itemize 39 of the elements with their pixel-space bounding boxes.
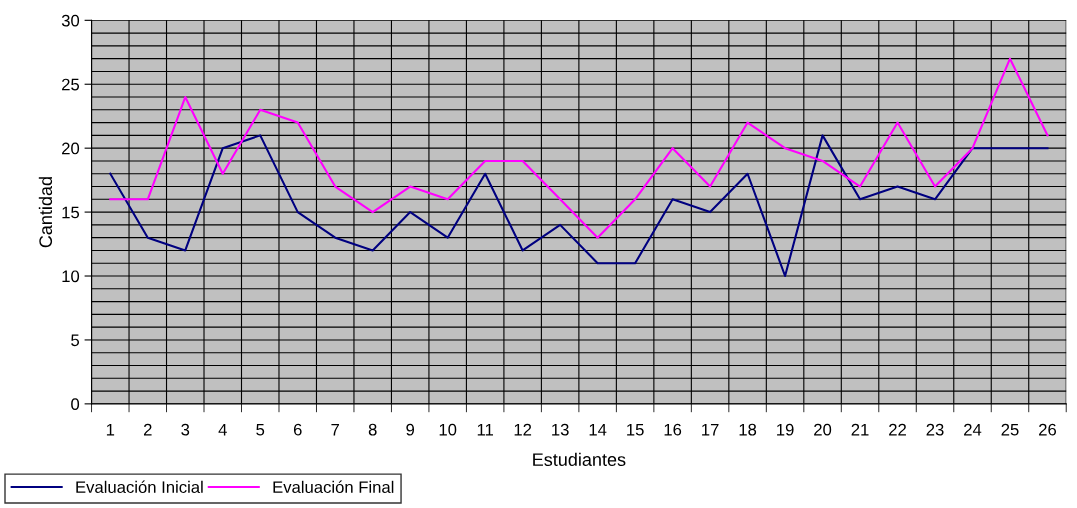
x-tick-label: 12	[514, 423, 532, 436]
y-tick-label: 15	[62, 206, 80, 219]
x-tick-label: 25	[1001, 423, 1019, 436]
x-tick-label: 5	[256, 423, 265, 436]
x-tick-label: 23	[926, 423, 944, 436]
x-tick-label: 1	[106, 423, 115, 436]
x-tick-label: 6	[293, 423, 302, 436]
y-tick-label: 10	[62, 270, 80, 283]
x-tick-label: 13	[552, 423, 569, 436]
x-tick-label: 16	[664, 423, 682, 436]
legend-label: Evaluación Inicial	[76, 480, 203, 494]
x-tick-label: 4	[218, 423, 227, 436]
y-tick-label: 0	[71, 398, 80, 411]
y-tick-label: 25	[62, 78, 80, 91]
x-tick-label: 9	[406, 423, 415, 436]
y-tick-label: 30	[61, 14, 80, 27]
x-tick-label: 11	[477, 423, 494, 436]
x-tick-label: 18	[739, 423, 757, 436]
x-tick-label: 14	[589, 423, 607, 436]
x-tick-label: 21	[851, 423, 869, 436]
x-tick-label: 8	[368, 423, 377, 436]
y-axis-title: Cantidad	[38, 177, 53, 248]
x-tick-label: 3	[181, 423, 190, 436]
x-tick-label: 20	[814, 423, 832, 436]
x-tick-label: 2	[143, 423, 152, 436]
x-tick-label: 15	[627, 423, 644, 436]
x-axis-title: Estudiantes	[533, 452, 626, 466]
x-tick-label: 22	[889, 423, 906, 436]
legend-label: Evaluación Final	[273, 480, 394, 494]
y-tick-label: 20	[62, 142, 80, 155]
x-tick-label: 7	[331, 423, 340, 436]
x-tick-label: 26	[1039, 423, 1057, 436]
x-tick-label: 17	[702, 423, 719, 436]
x-tick-label: 24	[964, 423, 982, 436]
y-tick-label: 5	[71, 334, 80, 347]
line-series	[109, 57, 1049, 239]
x-tick-label: 10	[439, 423, 457, 436]
x-tick-label: 19	[777, 423, 794, 436]
line-series	[109, 134, 1049, 278]
